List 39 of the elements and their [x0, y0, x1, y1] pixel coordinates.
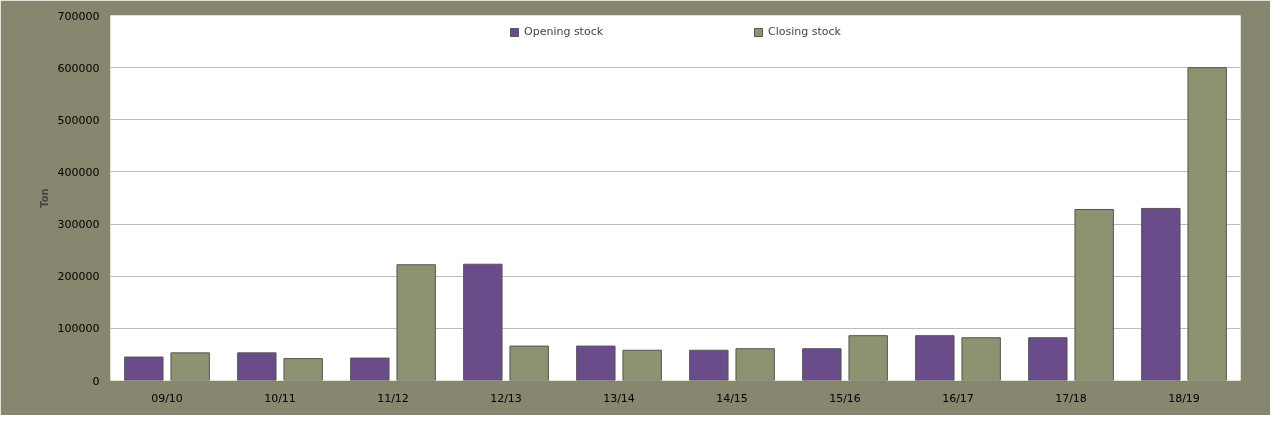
x-tick-label: 13/14 [603, 391, 635, 405]
bar [576, 345, 616, 381]
bar [124, 356, 164, 381]
bar [170, 352, 210, 381]
bar [1141, 207, 1181, 381]
bar [622, 349, 662, 381]
bar [848, 335, 888, 381]
y-tick-label: 600000 [57, 61, 100, 75]
bar [509, 345, 549, 381]
y-tick-label: 200000 [57, 270, 100, 284]
bar [1187, 67, 1227, 381]
x-tick-label: 11/12 [377, 391, 409, 405]
y-tick-label: 0 [92, 374, 100, 388]
bar [350, 357, 390, 381]
bar [961, 337, 1001, 381]
legend-label: Closing stock [768, 25, 841, 38]
y-tick-label: 300000 [57, 218, 100, 232]
x-tick-label: 09/10 [151, 391, 183, 405]
bar [283, 358, 323, 381]
x-tick-label: 17/18 [1055, 391, 1087, 405]
y-tick-label: 100000 [57, 322, 100, 336]
bar [735, 348, 775, 381]
y-tick-label: 500000 [57, 113, 100, 127]
y-axis-title: Ton [38, 188, 50, 208]
y-tick-label: 700000 [57, 9, 100, 23]
x-tick-label: 12/13 [490, 391, 522, 405]
x-tick-label: 10/11 [264, 391, 296, 405]
y-tick-label: 400000 [57, 165, 100, 179]
legend-label: Opening stock [524, 25, 604, 38]
bar [463, 263, 503, 381]
x-tick-label: 14/15 [716, 391, 748, 405]
bar [396, 264, 436, 381]
bar [915, 335, 955, 381]
x-tick-label: 18/19 [1168, 391, 1200, 405]
bar [802, 348, 842, 381]
bar [689, 349, 729, 381]
bar [237, 352, 277, 381]
x-tick-label: 15/16 [829, 391, 861, 405]
x-tick-label: 16/17 [942, 391, 974, 405]
